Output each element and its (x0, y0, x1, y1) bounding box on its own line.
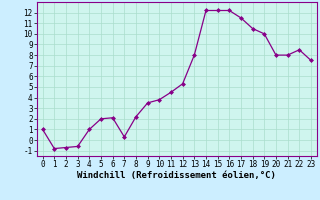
X-axis label: Windchill (Refroidissement éolien,°C): Windchill (Refroidissement éolien,°C) (77, 171, 276, 180)
